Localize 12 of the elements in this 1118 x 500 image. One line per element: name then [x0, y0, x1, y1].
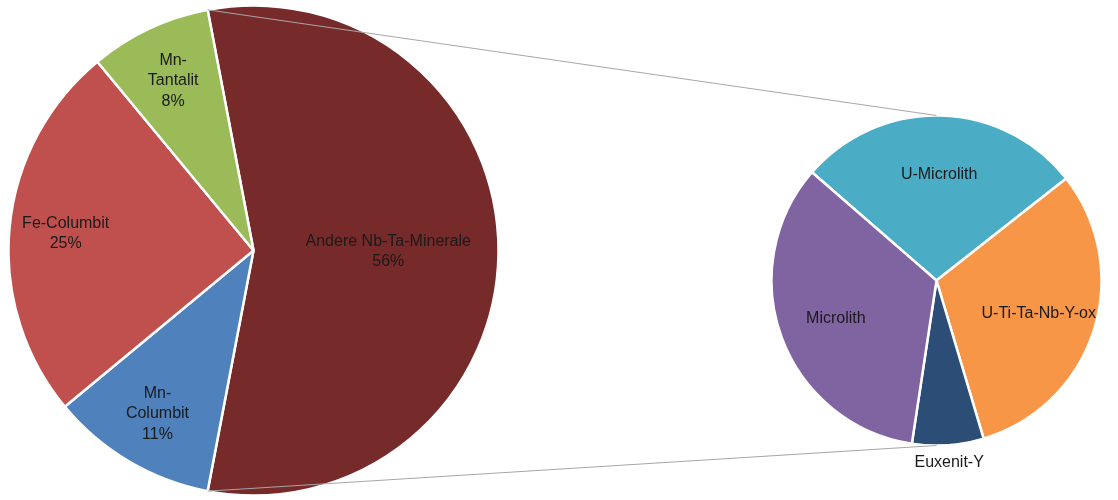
slice-label: Mn-Columbit — [125, 383, 190, 422]
slice-label: U-Ti-Ta-Nb-Y-ox — [981, 304, 1096, 322]
slice-label: Mn-Tantalit — [147, 50, 200, 89]
slice-label: U-Microlith — [900, 164, 978, 182]
slice-label: Euxenit-Y — [914, 453, 985, 471]
data-label: 8% — [161, 91, 185, 109]
data-label: 25% — [49, 234, 82, 252]
slice-label: Microlith — [806, 309, 866, 327]
data-label: 56% — [372, 252, 405, 270]
data-label: 11% — [142, 424, 173, 442]
slice-label: Andere Nb-Ta-Minerale — [305, 231, 472, 249]
slice-label: Fe-Columbit — [22, 214, 110, 232]
